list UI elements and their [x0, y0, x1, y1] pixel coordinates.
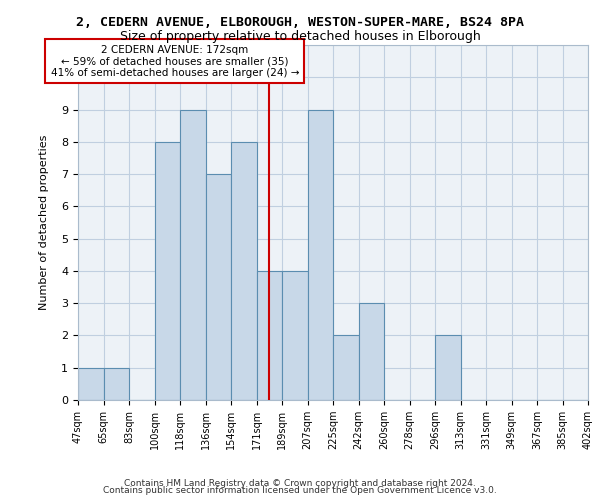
Y-axis label: Number of detached properties: Number of detached properties [39, 135, 49, 310]
Text: Contains HM Land Registry data © Crown copyright and database right 2024.: Contains HM Land Registry data © Crown c… [124, 478, 476, 488]
Bar [308, 110, 333, 400]
Bar [155, 142, 180, 400]
Text: 2 CEDERN AVENUE: 172sqm
← 59% of detached houses are smaller (35)
41% of semi-de: 2 CEDERN AVENUE: 172sqm ← 59% of detache… [50, 44, 299, 78]
Text: Contains public sector information licensed under the Open Government Licence v3: Contains public sector information licen… [103, 486, 497, 495]
Bar [359, 303, 384, 400]
Bar [205, 174, 231, 400]
Bar [180, 110, 205, 400]
Bar [282, 271, 308, 400]
Bar [78, 368, 104, 400]
Bar [231, 142, 257, 400]
Text: Size of property relative to detached houses in Elborough: Size of property relative to detached ho… [119, 30, 481, 43]
Bar [104, 368, 129, 400]
Bar [257, 271, 282, 400]
Bar [333, 336, 359, 400]
Bar [435, 336, 461, 400]
Text: 2, CEDERN AVENUE, ELBOROUGH, WESTON-SUPER-MARE, BS24 8PA: 2, CEDERN AVENUE, ELBOROUGH, WESTON-SUPE… [76, 16, 524, 29]
